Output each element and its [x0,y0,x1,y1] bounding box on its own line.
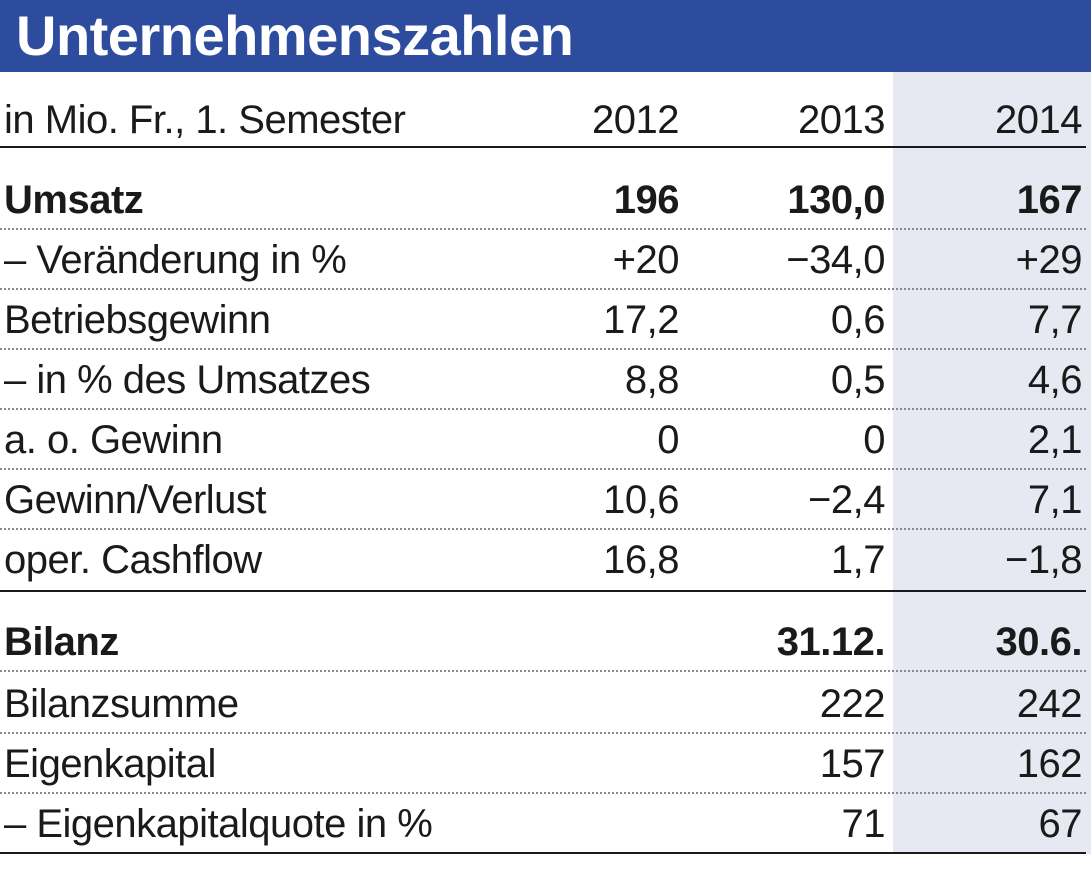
value-2012: +20 [612,238,680,282]
table-row-umsatz: Umsatz 196 130,0 167 [0,170,1091,230]
value-2012: 17,2 [603,298,679,342]
value-2013: −34,0 [786,238,885,282]
value-2012: 0 [657,418,679,462]
row-label: Bilanzsumme [4,682,239,726]
table-row-veraenderung: – Veränderung in % +20 −34,0 +29 [0,230,1091,290]
row-divider [0,288,1086,290]
column-header-row: in Mio. Fr., 1. Semester 2012 2013 2014 [0,90,1091,150]
row-label: a. o. Gewinn [4,418,223,462]
value-2014: 67 [1038,802,1083,846]
value-2014: 7,7 [1027,298,1083,342]
year-2013-header: 2013 [798,98,885,142]
row-label: – Eigenkapitalquote in % [4,802,433,846]
unit-label: in Mio. Fr., 1. Semester [4,98,406,142]
row-label: – Veränderung in % [4,238,347,282]
table-row-betriebsgewinn: Betriebsgewinn 17,2 0,6 7,7 [0,290,1091,350]
value-2013: 0,5 [830,358,886,402]
year-2014-header: 2014 [995,98,1082,142]
row-divider [0,408,1086,410]
table-row-eigenkapital: Eigenkapital 157 162 [0,734,1091,794]
row-divider [0,792,1086,794]
title-bar: Unternehmenszahlen [0,0,1091,72]
table-row-ao-gewinn: a. o. Gewinn 0 0 2,1 [0,410,1091,470]
value-2013: 157 [819,742,886,786]
row-label: oper. Cashflow [4,538,262,582]
table-row-umsatz-anteil: – in % des Umsatzes 8,8 0,5 4,6 [0,350,1091,410]
row-label: – in % des Umsatzes [4,358,371,402]
value-2012: 8,8 [624,358,680,402]
value-2014: 167 [1016,178,1083,222]
row-divider [0,732,1086,734]
row-divider [0,228,1086,230]
row-label: Eigenkapital [4,742,216,786]
table-row-eigenkapitalquote: – Eigenkapitalquote in % 71 67 [0,794,1091,854]
value-2014: 4,6 [1027,358,1083,402]
value-2013: 130,0 [787,178,885,222]
row-divider [0,348,1086,350]
value-2012: 16,8 [603,538,679,582]
value-2012: 196 [613,178,680,222]
value-2013: 222 [819,682,886,726]
year-2012-header: 2012 [592,98,679,142]
value-2014: −1,8 [1005,538,1082,582]
balance-date-2013: 31.12. [776,620,886,664]
value-2012: 10,6 [603,478,679,522]
table-row-gewinn-verlust: Gewinn/Verlust 10,6 −2,4 7,1 [0,470,1091,530]
value-2014: 162 [1016,742,1083,786]
value-2013: 71 [841,802,886,846]
balance-date-2014: 30.6. [995,620,1083,664]
header-rule [0,146,1086,148]
table-row-cashflow: oper. Cashflow 16,8 1,7 −1,8 [0,530,1091,590]
row-label: Betriebsgewinn [4,298,271,342]
balance-section-label: Bilanz [4,620,119,664]
row-divider [0,468,1086,470]
highlight-column-2014 [893,72,1091,854]
row-label: Umsatz [4,178,144,222]
value-2014: 2,1 [1027,418,1083,462]
balance-header-row: Bilanz 31.12. 30.6. [0,612,1091,672]
table-row-bilanzsumme: Bilanzsumme 222 242 [0,674,1091,734]
table-bottom-rule [0,852,1086,854]
row-divider [0,670,1086,672]
value-2013: 0,6 [830,298,886,342]
section-rule [0,590,1086,592]
value-2014: 242 [1016,682,1083,726]
table-title: Unternehmenszahlen [16,4,574,67]
row-divider [0,528,1086,530]
value-2013: −2,4 [808,478,885,522]
row-label: Gewinn/Verlust [4,478,267,522]
value-2014: 7,1 [1027,478,1083,522]
value-2013: 1,7 [830,538,886,582]
value-2013: 0 [863,418,885,462]
value-2014: +29 [1015,238,1083,282]
